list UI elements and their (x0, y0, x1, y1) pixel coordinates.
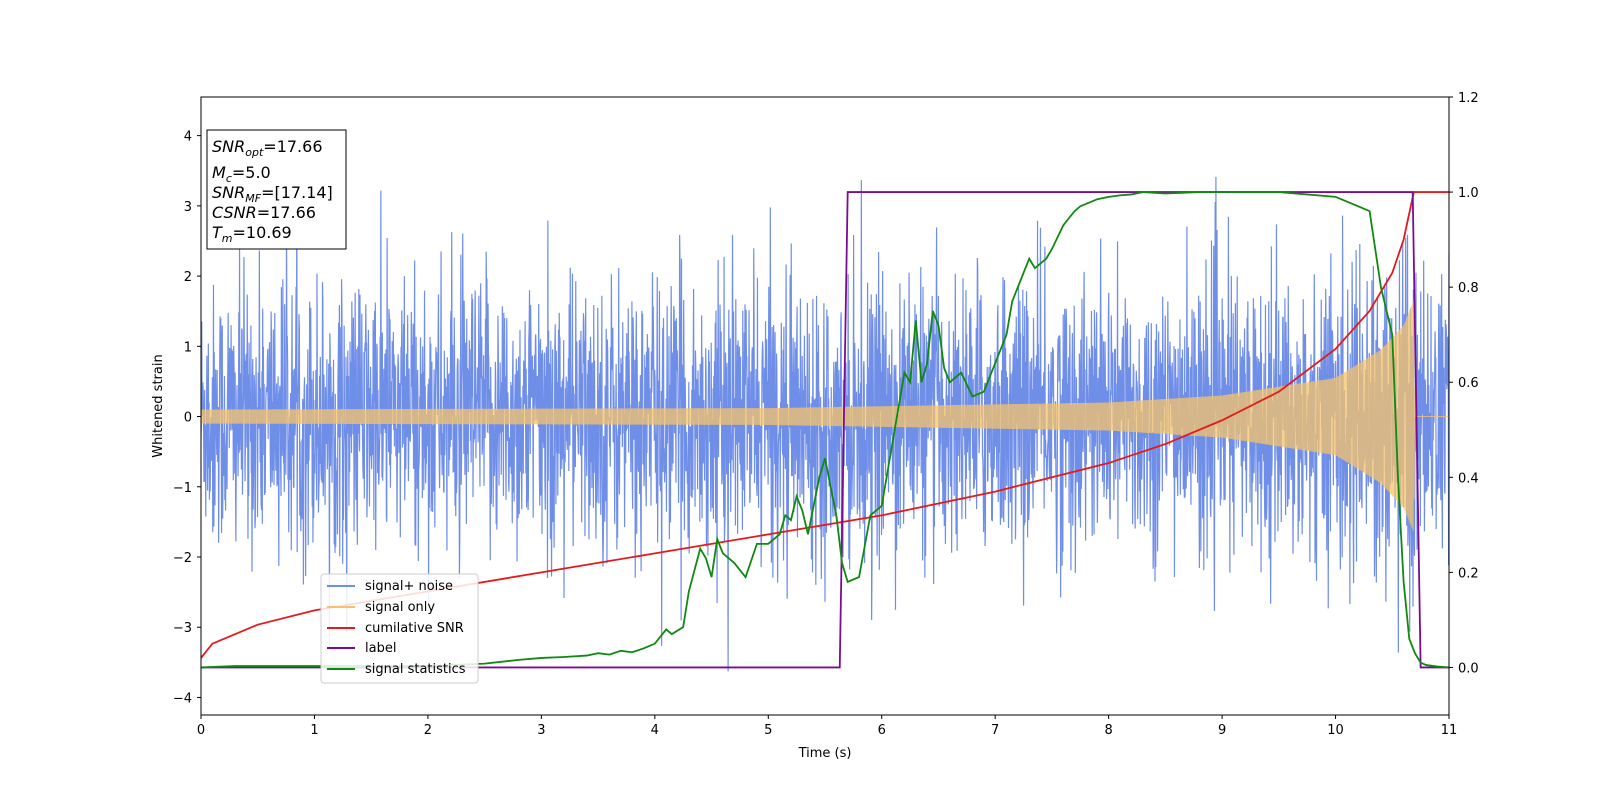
y-axis-left: 4 3 2 1 0 −1 −2 −3 −4 (173, 130, 201, 706)
series-label-line (201, 191, 1449, 669)
y-tick-label: −2 (173, 551, 192, 566)
y2-tick-label: 0.8 (1458, 281, 1479, 296)
y-tick-label: 3 (184, 200, 192, 215)
x-tick-label: 6 (878, 723, 886, 738)
legend: signal+ noise signal only cumilative SNR… (320, 573, 479, 684)
annotation-snr-mf: SNRMF=[17.14] (212, 183, 333, 205)
x-tick-label: 2 (424, 723, 432, 738)
x-tick-label: 5 (764, 723, 772, 738)
annotation-merger-time: Tm=10.69 (212, 223, 292, 245)
annotation-snr-opt: SNRopt=17.66 (212, 137, 323, 159)
y2-tick-label: 0.2 (1458, 566, 1479, 581)
x-tick-label: 3 (537, 723, 545, 738)
x-axis-label: Time (s) (798, 746, 852, 761)
y2-tick-label: 1.0 (1458, 186, 1479, 201)
y-axis-label: Whitened strain (151, 354, 166, 457)
x-tick-label: 10 (1327, 723, 1344, 738)
y-tick-label: 1 (184, 340, 192, 355)
y2-tick-label: 1.2 (1458, 91, 1479, 106)
x-tick-label: 1 (310, 723, 318, 738)
annotation-box: SNRopt=17.66 Mc=5.0 SNRMF=[17.14] CSNR=1… (206, 129, 347, 250)
series-signal-only-line (201, 301, 1449, 531)
legend-label-signal-statistics: signal statistics (365, 662, 466, 677)
x-tick-label: 11 (1441, 723, 1458, 738)
x-axis: 0 1 2 3 4 5 6 7 8 9 10 11 (197, 715, 1457, 738)
annotation-chirp-mass: Mc=5.0 (212, 163, 271, 185)
legend-label-cumulative-snr: cumilative SNR (365, 621, 464, 636)
x-tick-label: 7 (991, 723, 999, 738)
x-tick-label: 8 (1104, 723, 1112, 738)
y2-tick-label: 0.4 (1458, 471, 1479, 486)
y-axis-right: 1.2 1.0 0.8 0.6 0.4 0.2 0.0 (1449, 91, 1479, 676)
y-tick-label: −4 (173, 691, 192, 706)
y-tick-label: 4 (184, 130, 192, 145)
x-tick-label: 4 (651, 723, 659, 738)
y2-tick-label: 0.6 (1458, 376, 1479, 391)
legend-label-signal-only: signal only (365, 600, 435, 615)
y2-tick-label: 0.0 (1458, 661, 1479, 676)
legend-label-label: label (365, 641, 396, 656)
y-tick-label: 0 (184, 411, 192, 426)
annotation-csnr: CSNR=17.66 (212, 203, 316, 222)
legend-frame (320, 573, 479, 684)
annotation-frame (206, 129, 347, 250)
plot-frame (200, 96, 1450, 716)
series-signal-statistics-line (201, 191, 1449, 669)
x-tick-label: 0 (197, 723, 205, 738)
y-tick-label: −1 (173, 481, 192, 496)
x-tick-label: 9 (1218, 723, 1226, 738)
y-tick-label: 2 (184, 270, 192, 285)
y-tick-label: −3 (173, 621, 192, 636)
legend-label-signal-noise: signal+ noise (365, 579, 453, 594)
